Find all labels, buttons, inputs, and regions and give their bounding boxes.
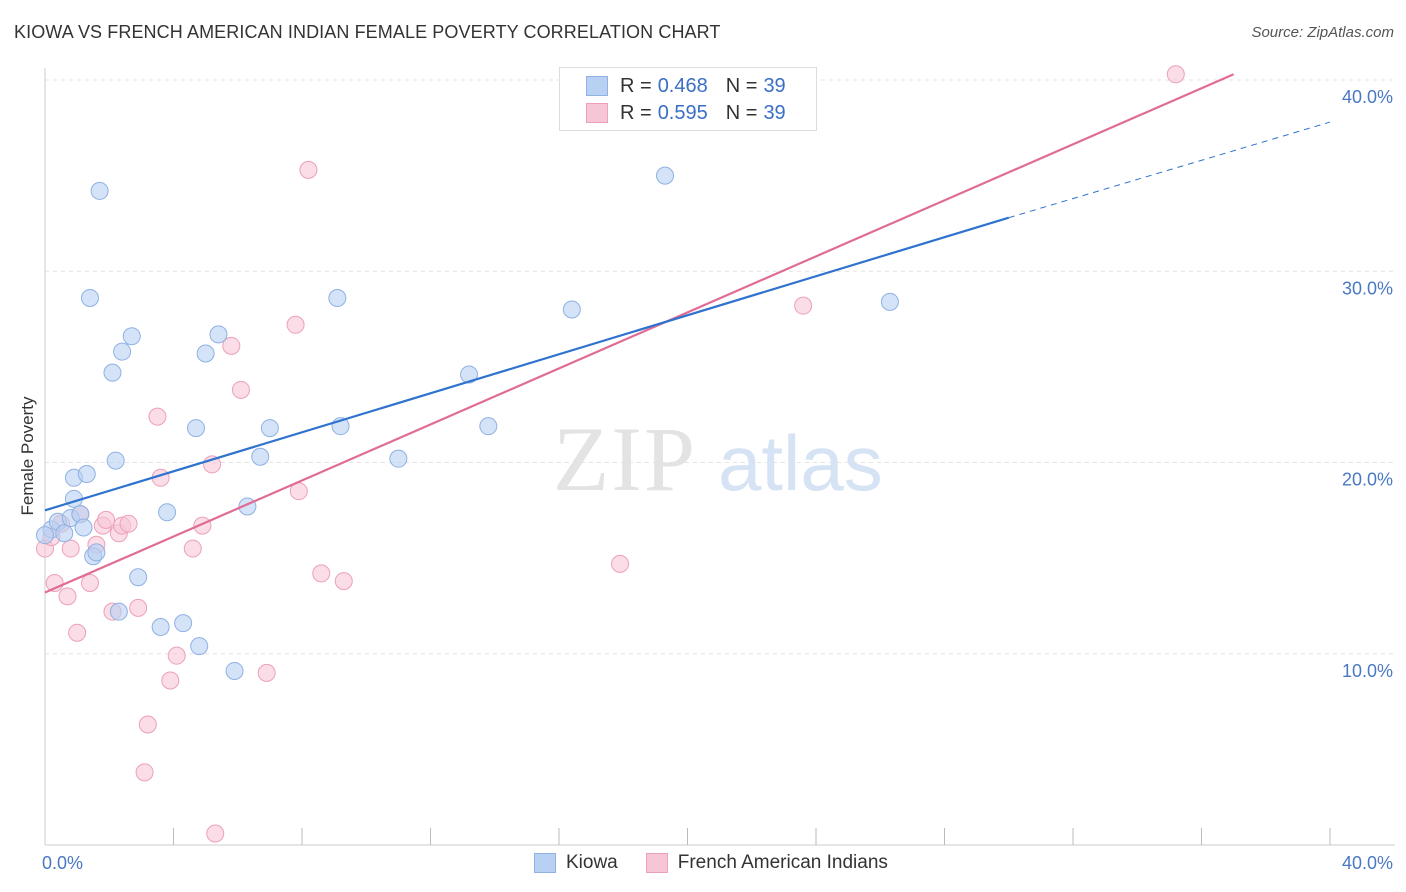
watermark: ZIP atlas xyxy=(553,408,883,510)
kiowa-point-11 xyxy=(90,181,109,200)
kiowa-point-12 xyxy=(80,289,99,308)
french-legend-swatch xyxy=(645,853,668,873)
kiowa-point-33 xyxy=(460,365,479,384)
kiowa-point-8 xyxy=(77,464,96,483)
french-point-14 xyxy=(129,598,148,617)
french-swatch xyxy=(586,103,608,123)
kiowa-trend-extension xyxy=(1008,121,1331,219)
series-legend: Kiowa French American Indians xyxy=(534,852,916,874)
french-point-33 xyxy=(611,554,630,573)
kiowa-point-2 xyxy=(55,524,74,543)
french-point-20 xyxy=(167,646,186,665)
kiowa-point-36 xyxy=(656,166,675,185)
axes xyxy=(44,68,1395,846)
french-point-21 xyxy=(183,539,202,558)
watermark-atlas: atlas xyxy=(718,419,883,507)
kiowa-point-38 xyxy=(36,526,54,545)
french-point-16 xyxy=(138,715,157,734)
grid-lines xyxy=(45,79,1395,655)
kiowa-r-value: 0.468 xyxy=(657,74,708,97)
french-point-17 xyxy=(148,407,167,426)
kiowa-point-24 xyxy=(196,344,215,363)
french-r-label: R = xyxy=(620,101,652,124)
kiowa-swatch xyxy=(586,76,608,96)
french-point-19 xyxy=(161,671,180,690)
x-tick-label-0: 0.0% xyxy=(42,853,83,873)
kiowa-n-value: 39 xyxy=(763,74,786,97)
kiowa-point-32 xyxy=(389,449,408,468)
kiowa-point-10 xyxy=(87,543,106,562)
french-point-28 xyxy=(286,315,305,334)
kiowa-point-25 xyxy=(209,325,228,344)
y-tick-label-2: 30.0% xyxy=(1342,278,1393,298)
kiowa-n-label: N = xyxy=(725,74,758,97)
french-point-13 xyxy=(119,514,138,533)
kiowa-point-7 xyxy=(74,518,93,537)
kiowa-trend-line xyxy=(44,216,1010,512)
kiowa-point-17 xyxy=(122,327,141,346)
legend-item-french[interactable]: French American Indians xyxy=(645,852,888,874)
kiowa-legend-swatch xyxy=(534,853,556,873)
kiowa-point-18 xyxy=(129,568,148,587)
x-tick-labels: 0.0% 40.0% xyxy=(42,853,1393,873)
kiowa-point-26 xyxy=(225,661,244,680)
kiowa-point-19 xyxy=(151,617,170,636)
kiowa-point-35 xyxy=(562,300,581,319)
french-n-label: N = xyxy=(725,101,758,124)
french-point-4 xyxy=(61,539,80,558)
stats-legend: R = 0.468 N = 39 R = 0.595 N = 39 xyxy=(559,67,817,131)
french-point-15 xyxy=(135,763,154,782)
french-point-30 xyxy=(299,160,318,179)
watermark-zip: ZIP xyxy=(553,408,697,510)
kiowa-point-13 xyxy=(103,363,122,382)
kiowa-point-21 xyxy=(174,614,193,633)
legend-row-kiowa: R = 0.468 N = 39 xyxy=(586,73,786,99)
french-n-value: 39 xyxy=(763,101,786,124)
kiowa-point-28 xyxy=(251,447,270,466)
kiowa-point-23 xyxy=(190,637,209,656)
french-point-3 xyxy=(58,587,77,606)
kiowa-point-22 xyxy=(186,419,205,438)
french-point-31 xyxy=(312,564,331,583)
kiowa-point-20 xyxy=(158,503,177,522)
kiowa-point-14 xyxy=(106,451,125,470)
french-point-35 xyxy=(1166,65,1185,84)
source-label: Source: ZipAtlas.com xyxy=(1251,24,1394,41)
kiowa-points-layer xyxy=(36,166,899,680)
y-tick-label-1: 20.0% xyxy=(1342,470,1393,490)
french-legend-label: French American Indians xyxy=(677,852,888,873)
trend-lines xyxy=(44,73,1331,594)
french-r-value: 0.595 xyxy=(657,101,708,124)
kiowa-point-15 xyxy=(109,602,128,621)
french-point-27 xyxy=(257,663,276,682)
kiowa-point-30 xyxy=(328,289,347,308)
kiowa-point-29 xyxy=(260,419,279,438)
legend-row-french: R = 0.595 N = 39 xyxy=(586,100,786,126)
french-point-34 xyxy=(794,296,813,315)
french-point-5 xyxy=(68,623,87,642)
y-tick-label-0: 10.0% xyxy=(1342,661,1393,681)
french-point-7 xyxy=(80,573,99,592)
kiowa-point-16 xyxy=(113,342,132,361)
y-axis-title: Female Poverty xyxy=(18,396,37,516)
chart-title: KIOWA VS FRENCH AMERICAN INDIAN FEMALE P… xyxy=(14,22,721,42)
french-point-26 xyxy=(231,380,250,399)
kiowa-point-37 xyxy=(880,292,899,311)
legend-item-kiowa[interactable]: Kiowa xyxy=(534,852,618,874)
kiowa-point-34 xyxy=(479,417,498,436)
french-trend-line xyxy=(44,73,1235,594)
kiowa-legend-label: Kiowa xyxy=(566,852,618,873)
french-point-25 xyxy=(222,336,241,355)
french-point-38 xyxy=(97,510,116,529)
kiowa-r-label: R = xyxy=(620,74,652,97)
french-point-32 xyxy=(334,572,353,591)
x-tick-label-1: 40.0% xyxy=(1342,853,1393,873)
french-point-24 xyxy=(206,824,225,843)
y-tick-labels: 10.0% 20.0% 30.0% 40.0% xyxy=(1342,87,1393,681)
y-tick-label-3: 40.0% xyxy=(1342,87,1393,107)
